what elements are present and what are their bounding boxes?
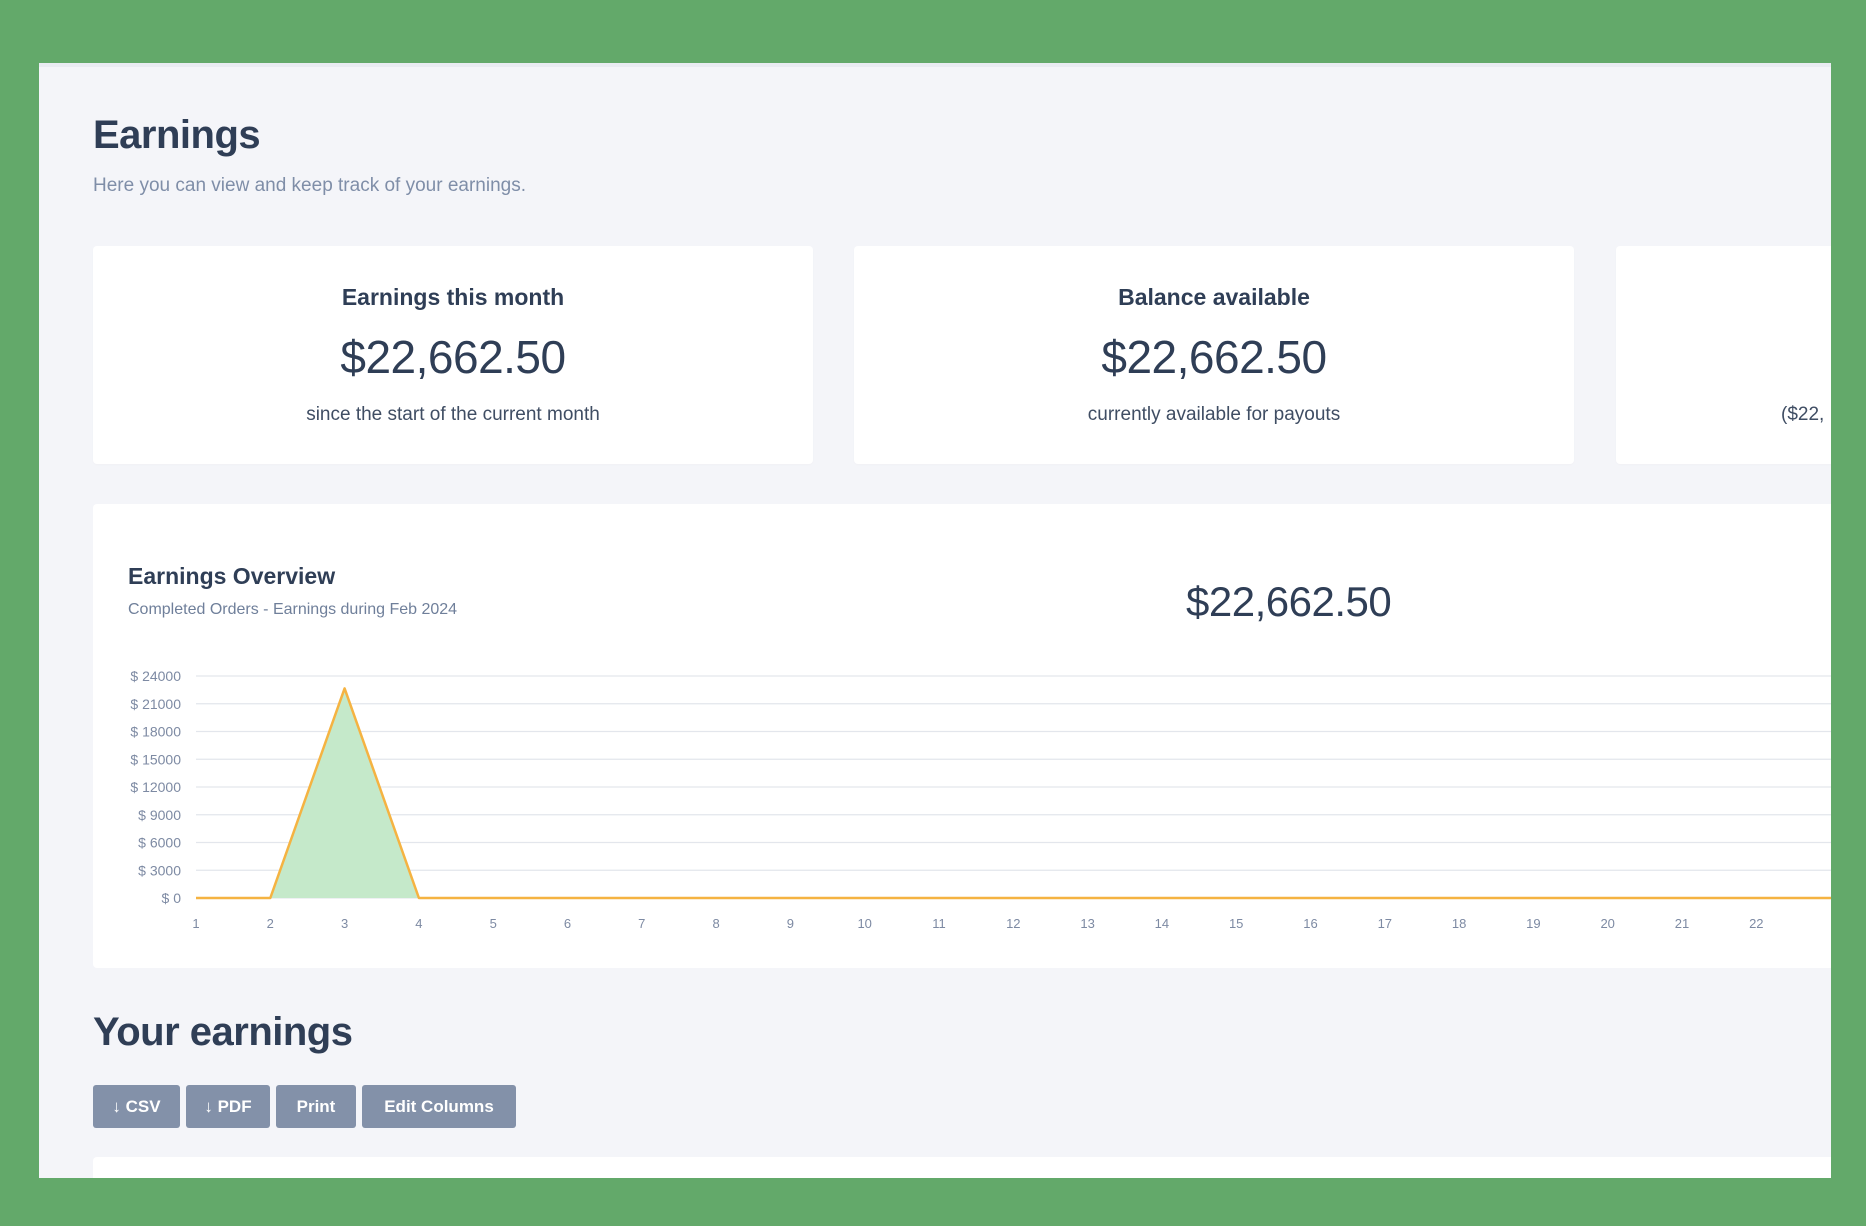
y-tick-label: $ 21000: [130, 696, 181, 712]
data-point: [1011, 896, 1015, 900]
y-tick-label: $ 18000: [130, 724, 181, 740]
chart-total: $22,662.50: [1186, 578, 1392, 625]
data-point: [1309, 896, 1313, 900]
data-point: [1754, 896, 1758, 900]
data-point: [1086, 896, 1090, 900]
y-tick-label: $ 24000: [130, 668, 181, 684]
page-title: Earnings: [93, 113, 261, 157]
pdf-export-button[interactable]: ↓ PDF: [186, 1085, 270, 1128]
x-tick-label: 8: [712, 916, 719, 931]
x-tick-label: 1: [192, 916, 199, 931]
chart-title: Earnings Overview: [128, 563, 336, 589]
data-point: [343, 686, 347, 690]
x-tick-label: 17: [1378, 916, 1392, 931]
y-tick-label: $ 15000: [130, 751, 181, 767]
y-tick-label: $ 3000: [138, 862, 181, 878]
x-tick-label: 7: [638, 916, 645, 931]
data-point: [1531, 896, 1535, 900]
series-area: [196, 688, 1831, 898]
x-tick-label: 14: [1155, 916, 1169, 931]
chart-subtitle: Completed Orders - Earnings during Feb 2…: [128, 601, 458, 618]
stat-description: currently available for payouts: [1087, 404, 1341, 425]
balance-available-card: Balance available $22,662.50 currently a…: [854, 246, 1574, 464]
series-line: [196, 687, 1831, 900]
y-tick-label: $ 9000: [138, 807, 181, 823]
stat-label: Earnings this month: [341, 284, 565, 310]
x-tick-label: 4: [415, 916, 422, 931]
x-tick-label: 19: [1526, 916, 1540, 931]
data-point: [1457, 896, 1461, 900]
x-tick-label: 15: [1229, 916, 1243, 931]
data-point: [1680, 896, 1684, 900]
data-point: [788, 896, 792, 900]
data-point: [937, 896, 941, 900]
data-point: [714, 896, 718, 900]
x-tick-label: 5: [490, 916, 497, 931]
x-tick-label: 6: [564, 916, 571, 931]
data-point: [863, 896, 867, 900]
earnings-chart: $ 0 $ 3000 $ 6000 $ 9000 $ 12000 $ 15000 $ 180…: [130, 668, 1831, 931]
data-point: [1234, 896, 1238, 900]
x-tick-label: 10: [857, 916, 871, 931]
data-point: [640, 896, 644, 900]
data-point: [566, 896, 570, 900]
csv-export-button[interactable]: ↓ CSV: [93, 1085, 180, 1128]
stat-description: since the start of the current month: [306, 404, 600, 425]
data-point: [1606, 896, 1610, 900]
edit-columns-button[interactable]: Edit Columns: [362, 1085, 516, 1128]
stat-value: $22,662.50: [340, 331, 566, 383]
x-tick-label: 21: [1675, 916, 1689, 931]
section-title: Your earnings: [93, 1010, 353, 1054]
x-tick-label: 11: [932, 916, 946, 931]
x-tick-label: 22: [1749, 916, 1763, 931]
data-point: [268, 896, 272, 900]
x-tick-label: 12: [1006, 916, 1020, 931]
data-point: [491, 896, 495, 900]
x-tick-label: 16: [1303, 916, 1317, 931]
x-tick-label: 13: [1080, 916, 1094, 931]
x-tick-label: 18: [1452, 916, 1466, 931]
earnings-overview-card: $ 0 $ 3000 $ 6000 $ 9000 $ 12000 $ 15000 $ 180…: [93, 504, 1831, 968]
x-tick-label: 3: [341, 916, 348, 931]
y-tick-label: $ 0: [162, 890, 182, 906]
x-tick-label: 2: [267, 916, 274, 931]
x-tick-label: 20: [1600, 916, 1614, 931]
earnings-table: [93, 1157, 1831, 1178]
data-point: [417, 896, 421, 900]
stat-label: Balance available: [1118, 284, 1310, 310]
stat-description: ($22,: [1781, 404, 1825, 425]
third-stat-card: ($22,: [1616, 246, 1831, 464]
top-divider: [39, 63, 1831, 67]
page-subtitle: Here you can view and keep track of your…: [93, 175, 527, 196]
y-tick-label: $ 12000: [130, 779, 181, 795]
app-screen: Earnings Here you can view and keep trac…: [39, 63, 1831, 1178]
data-point: [1160, 896, 1164, 900]
print-button[interactable]: Print: [276, 1085, 356, 1128]
earnings-this-month-card: Earnings this month $22,662.50 since the…: [93, 246, 813, 464]
data-point: [194, 896, 198, 900]
data-point: [1383, 896, 1387, 900]
x-tick-label: 9: [787, 916, 794, 931]
stat-value: $22,662.50: [1101, 331, 1327, 383]
y-tick-label: $ 6000: [138, 835, 181, 851]
